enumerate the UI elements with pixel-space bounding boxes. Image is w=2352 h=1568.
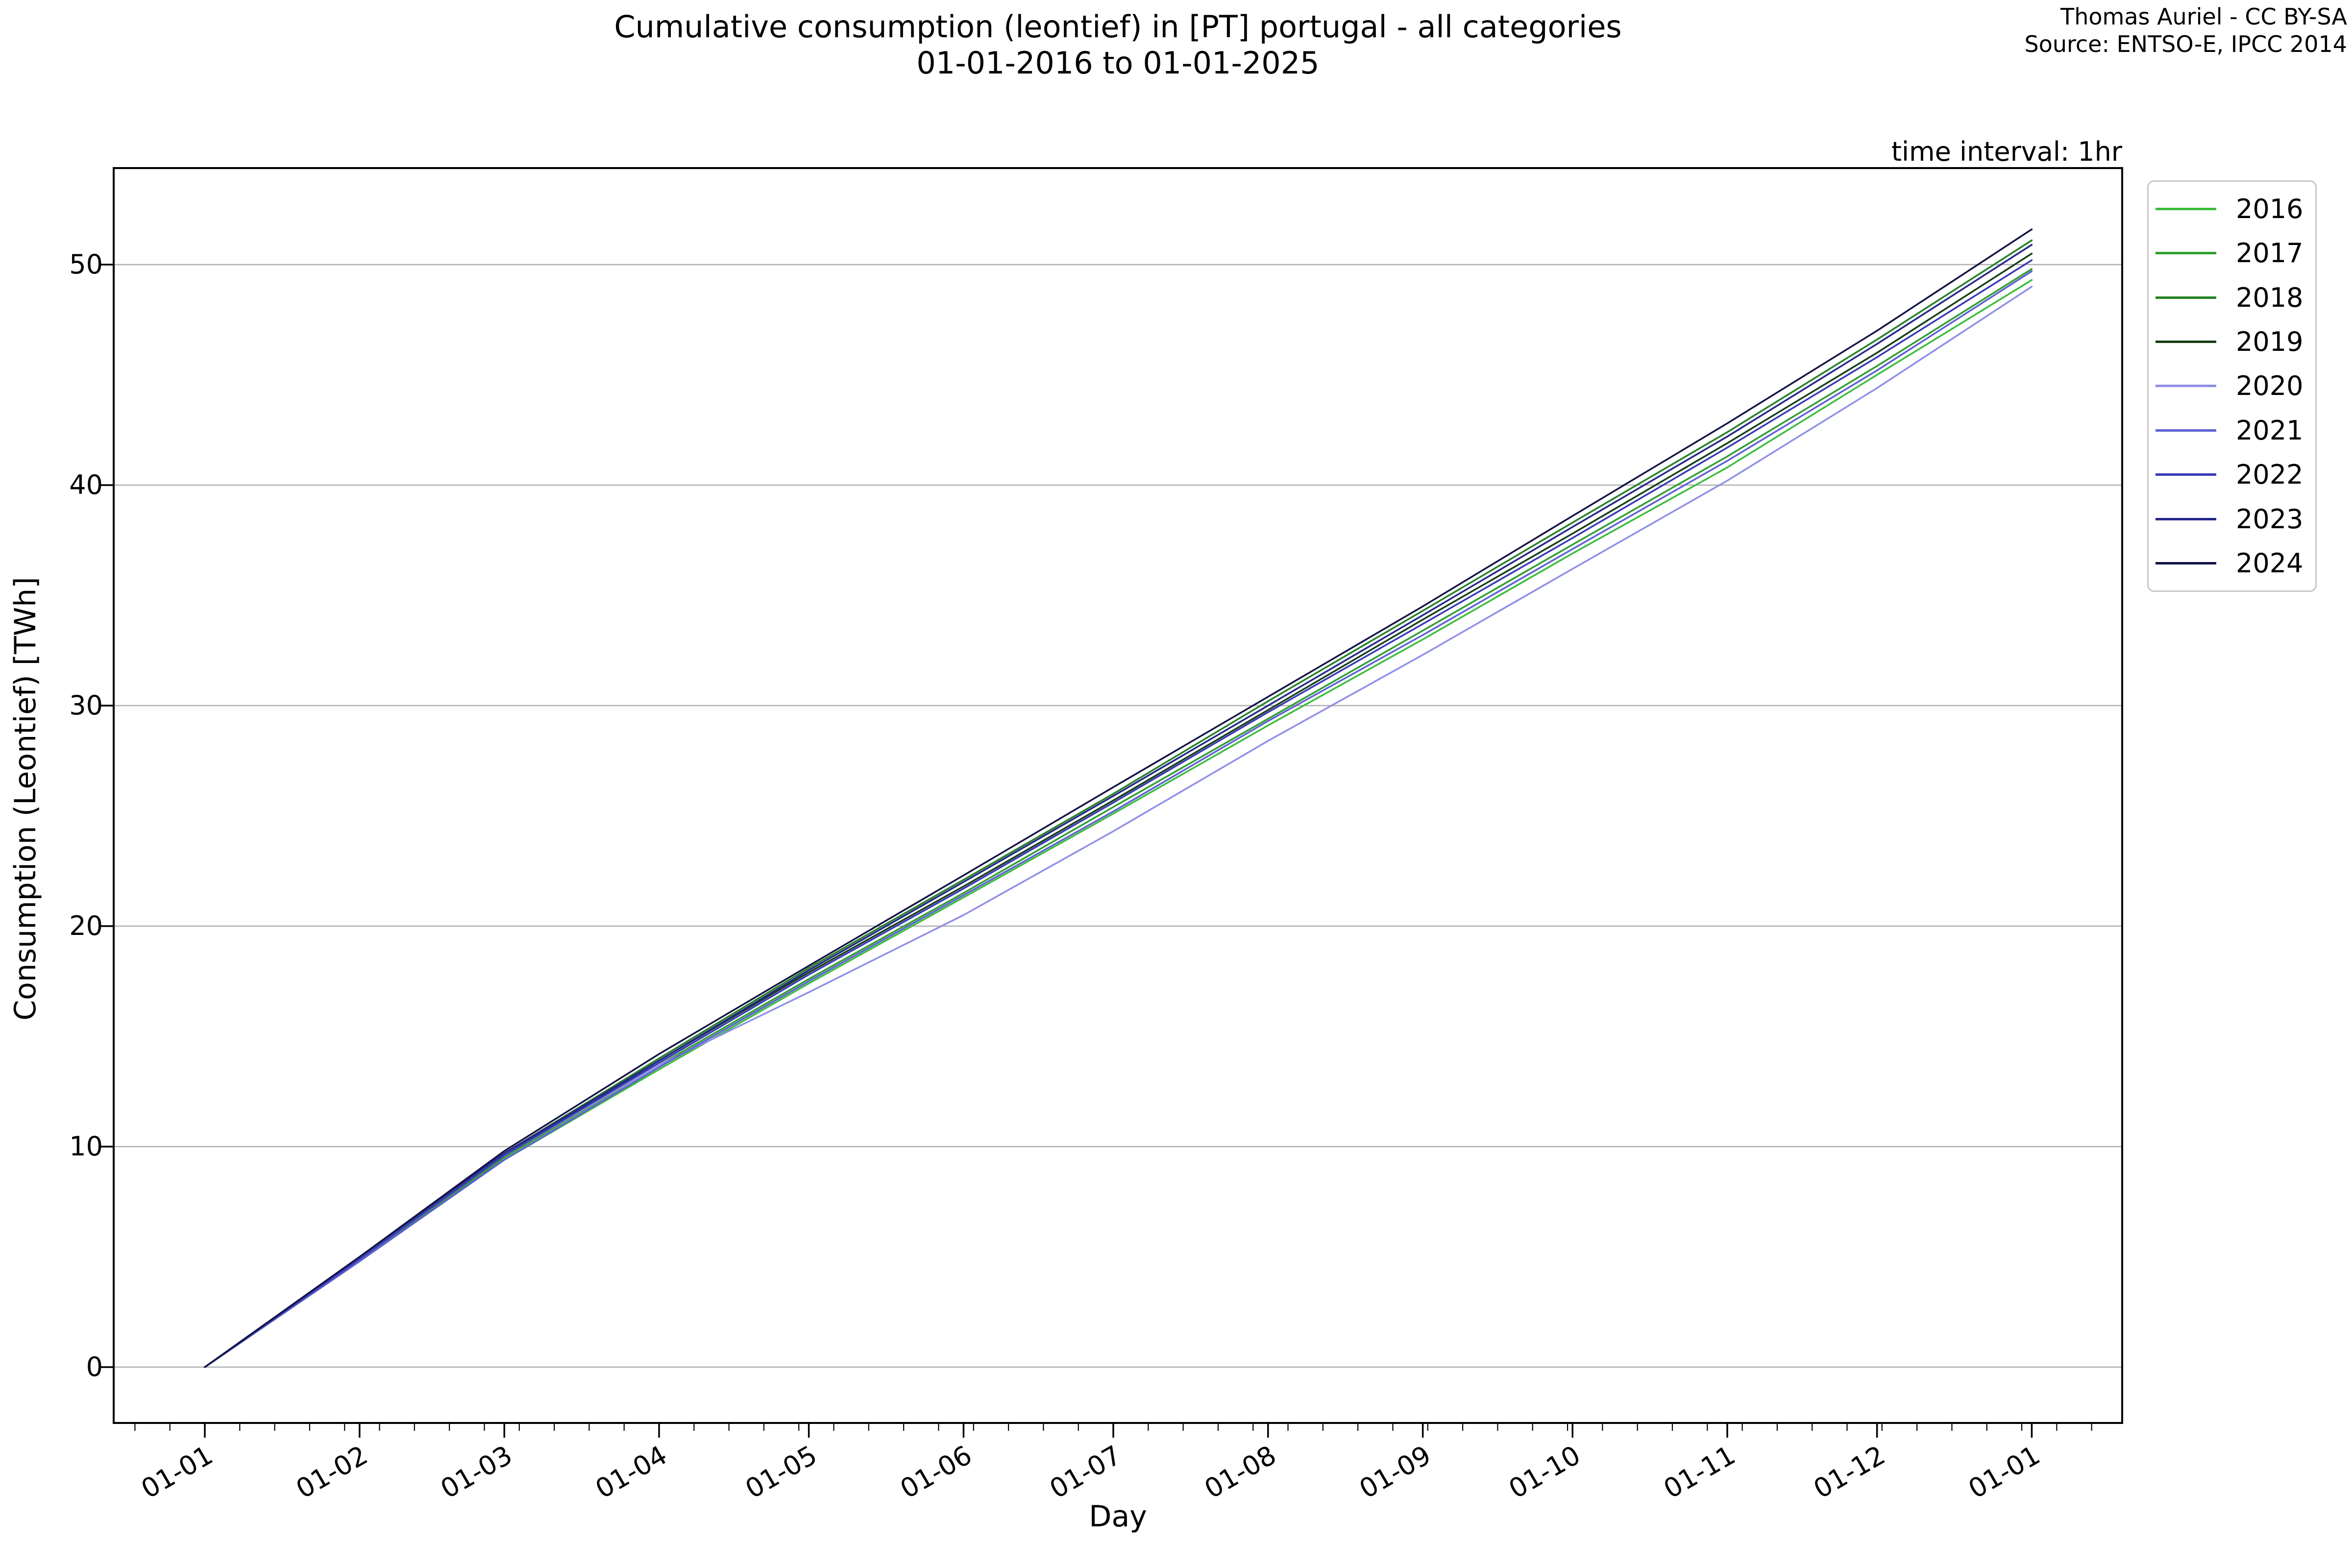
series-line-2023	[204, 244, 2033, 1368]
legend-line-sample-2020	[2156, 385, 2216, 388]
legend-line-sample-2023	[2156, 517, 2216, 520]
x-axis-label: Day	[1089, 1499, 1147, 1534]
attribution-author: Thomas Auriel - CC BY-SA	[2060, 3, 2347, 30]
legend-entry-2019: 2019	[2156, 320, 2308, 364]
legend-line-sample-2022	[2156, 473, 2216, 476]
legend-line-sample-2024	[2156, 562, 2216, 565]
legend-label-2021: 2021	[2236, 415, 2303, 446]
legend-label-2018: 2018	[2236, 282, 2303, 313]
legend-label-2024: 2024	[2236, 548, 2303, 579]
legend-entry-2024: 2024	[2156, 541, 2308, 586]
legend-entry-2023: 2023	[2156, 497, 2308, 541]
chart-title-line1: Cumulative consumption (leontief) in [PT…	[614, 9, 1622, 45]
y-tick-label-50: 50	[69, 249, 103, 280]
series-line-2024	[204, 228, 2033, 1368]
series-line-2017	[204, 268, 2033, 1368]
legend-line-sample-2018	[2156, 296, 2216, 299]
y-axis-label: Consumption (Leontief) [TWh]	[8, 577, 43, 1021]
legend-entry-2020: 2020	[2156, 364, 2308, 408]
legend-label-2020: 2020	[2236, 370, 2303, 402]
attribution-text: Thomas Auriel - CC BY-SA Source: ENTSO-E…	[2024, 3, 2347, 58]
y-tick-label-20: 20	[69, 910, 103, 941]
legend-label-2022: 2022	[2236, 459, 2303, 490]
legend-line-sample-2019	[2156, 341, 2216, 343]
y-tick-label-40: 40	[69, 469, 103, 500]
legend-line-sample-2021	[2156, 429, 2216, 432]
y-tick-label-0: 0	[86, 1351, 103, 1382]
legend-entry-2018: 2018	[2156, 275, 2308, 319]
legend-label-2019: 2019	[2236, 326, 2303, 358]
y-tick-label-30: 30	[69, 690, 103, 721]
legend-line-sample-2016	[2156, 207, 2216, 210]
legend-label-2023: 2023	[2236, 503, 2303, 535]
series-line-2021	[204, 270, 2033, 1368]
attribution-source: Source: ENTSO-E, IPCC 2014	[2024, 31, 2347, 57]
time-interval-annotation: time interval: 1hr	[1891, 136, 2122, 167]
legend-entry-2021: 2021	[2156, 408, 2308, 452]
legend-line-sample-2017	[2156, 252, 2216, 255]
y-tick-label-10: 10	[69, 1131, 103, 1162]
legend-entry-2017: 2017	[2156, 231, 2308, 275]
series-line-2022	[204, 259, 2033, 1368]
plot-border	[113, 167, 2123, 1424]
chart-title-line2: 01-01-2016 to 01-01-2025	[916, 45, 1320, 81]
legend-entry-2016: 2016	[2156, 187, 2308, 231]
legend-label-2017: 2017	[2236, 238, 2303, 269]
legend-entry-2022: 2022	[2156, 453, 2308, 497]
legend-label-2016: 2016	[2236, 193, 2303, 224]
chart-title: Cumulative consumption (leontief) in [PT…	[114, 9, 2122, 81]
legend-box: 2016 2017 2018 2019 2020 2021 2022 2023 2024	[2147, 180, 2317, 592]
